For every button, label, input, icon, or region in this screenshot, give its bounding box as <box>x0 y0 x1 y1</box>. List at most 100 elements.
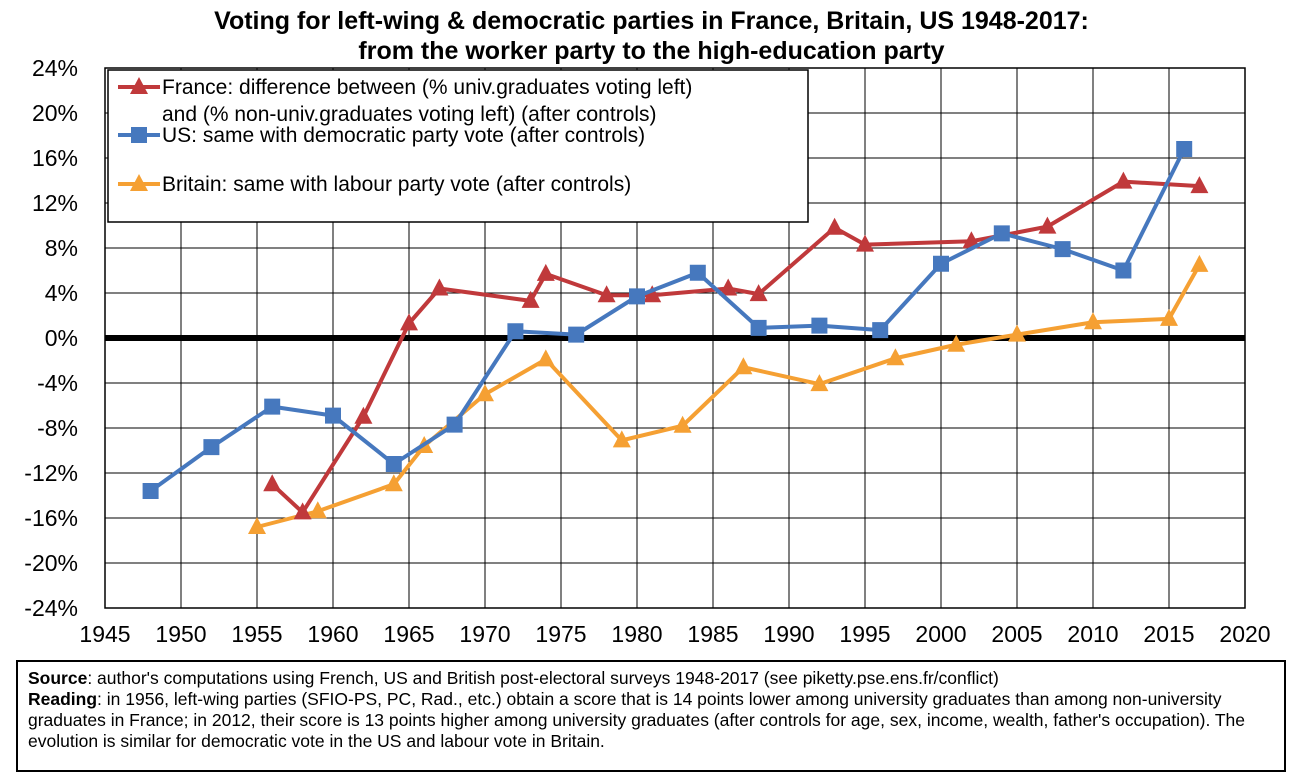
data-point <box>734 357 753 375</box>
data-point <box>293 502 312 520</box>
data-point <box>507 323 524 340</box>
data-point <box>1190 176 1209 194</box>
x-tick-label: 1945 <box>79 621 130 647</box>
x-tick-label: 1965 <box>383 621 434 647</box>
legend-entry-1: US: same with democratic party vote (aft… <box>118 124 645 147</box>
data-point <box>1176 141 1193 157</box>
data-point <box>597 285 616 303</box>
data-point <box>750 319 767 336</box>
x-tick-label: 1975 <box>535 621 586 647</box>
x-tick-label: 1990 <box>763 621 814 647</box>
data-point <box>810 374 829 392</box>
data-point <box>354 406 373 424</box>
grid <box>104 67 1246 609</box>
data-point <box>749 284 768 302</box>
data-point <box>264 398 281 415</box>
data-point <box>536 349 555 367</box>
data-point <box>643 285 662 303</box>
legend-entry-0: France: difference between (% univ.gradu… <box>118 76 692 126</box>
y-axis-tick-labels: 24% 20% 16% 12% 8% 4% 0% -4% -8% -12% -16% -20% -24% <box>24 55 78 621</box>
data-point <box>476 384 494 402</box>
data-point <box>248 517 266 534</box>
legend: France: difference between (% univ.gradu… <box>107 69 809 223</box>
y-tick-label: 24% <box>32 55 78 81</box>
y-tick-label: -8% <box>37 415 78 441</box>
data-point <box>962 231 981 249</box>
y-tick-label: -12% <box>24 460 78 486</box>
data-point <box>811 317 828 334</box>
data-point <box>142 483 159 499</box>
data-point <box>872 322 889 339</box>
source-note: Source: author's computations using Fren… <box>28 668 1274 689</box>
data-point <box>536 263 555 281</box>
x-tick-label: 2005 <box>991 621 1042 647</box>
data-point <box>612 430 631 448</box>
data-point <box>1084 312 1102 330</box>
data-point <box>203 439 220 456</box>
data-point <box>689 264 706 281</box>
x-tick-label: 1955 <box>231 621 282 647</box>
y-tick-label: 12% <box>32 190 78 216</box>
x-tick-label: 1995 <box>839 621 890 647</box>
data-point <box>886 348 905 366</box>
data-point <box>446 416 463 433</box>
data-point <box>521 290 540 308</box>
legend-entry-2: Britain: same with labour party vote (af… <box>118 173 631 196</box>
data-point <box>673 415 692 433</box>
data-point <box>856 234 874 252</box>
reading-label: Reading <box>28 689 98 709</box>
source-text: : author's computations using French, US… <box>87 668 999 688</box>
line-chart: 24% 20% 16% 12% 8% 4% 0% -4% -8% -12% -16% -20% -24%… <box>24 55 1270 647</box>
legend-swatch-marker <box>130 77 148 94</box>
x-axis-tick-labels: 1945 1950 1955 1960 1965 1970 1975 1980 1985 1990… <box>79 621 1270 647</box>
data-point <box>1038 216 1057 234</box>
x-tick-label: 2000 <box>915 621 966 647</box>
y-tick-label: -24% <box>24 595 78 621</box>
y-tick-label: -16% <box>24 505 78 531</box>
x-tick-label: 1960 <box>307 621 358 647</box>
x-tick-label: 1980 <box>611 621 662 647</box>
data-point <box>400 313 418 331</box>
y-tick-label: 4% <box>45 280 78 306</box>
legend-label: Britain: same with labour party vote (af… <box>162 173 631 196</box>
data-point <box>263 474 282 492</box>
data-point <box>993 225 1010 242</box>
legend-swatch-marker <box>131 127 147 143</box>
legend-box <box>107 69 809 223</box>
y-tick-label: 0% <box>45 325 78 351</box>
data-point <box>325 407 341 424</box>
chart-title-line-1: Voting for left-wing & democratic partie… <box>214 7 1089 35</box>
data-point <box>1190 254 1209 272</box>
legend-label: US: same with democratic party vote (aft… <box>162 124 645 147</box>
series-lines <box>142 141 1209 534</box>
y-tick-label: 8% <box>45 235 78 261</box>
reading-text: : in 1956, left-wing parties (SFIO-PS, P… <box>28 689 1246 751</box>
y-tick-label: -4% <box>37 370 78 396</box>
legend-swatch-marker <box>130 174 148 191</box>
x-tick-label: 1950 <box>155 621 206 647</box>
data-point <box>825 217 844 235</box>
series-1 <box>142 141 1193 499</box>
x-tick-label: 2020 <box>1219 621 1270 647</box>
x-tick-label: 2010 <box>1067 621 1118 647</box>
data-point <box>719 278 738 296</box>
data-point <box>568 326 585 343</box>
x-tick-label: 1970 <box>459 621 510 647</box>
data-point <box>385 456 402 472</box>
chart-title: Voting for left-wing & democratic partie… <box>0 6 1303 66</box>
legend-label: and (% non-univ.graduates voting left) (… <box>162 103 657 126</box>
y-tick-label: 20% <box>32 100 78 126</box>
source-label: Source <box>28 668 88 688</box>
x-tick-label: 1985 <box>687 621 738 647</box>
data-point <box>629 288 645 305</box>
data-point <box>1115 262 1132 279</box>
data-point <box>1160 308 1178 326</box>
notes-box: Source: author's computations using Fren… <box>16 660 1286 772</box>
series-2 <box>248 254 1209 534</box>
y-tick-label: 16% <box>32 145 78 171</box>
data-point <box>308 501 327 519</box>
data-point <box>1054 241 1071 258</box>
reading-note: Reading: in 1956, left-wing parties (SFI… <box>28 689 1274 752</box>
x-tick-label: 2015 <box>1143 621 1194 647</box>
data-point <box>430 278 449 296</box>
